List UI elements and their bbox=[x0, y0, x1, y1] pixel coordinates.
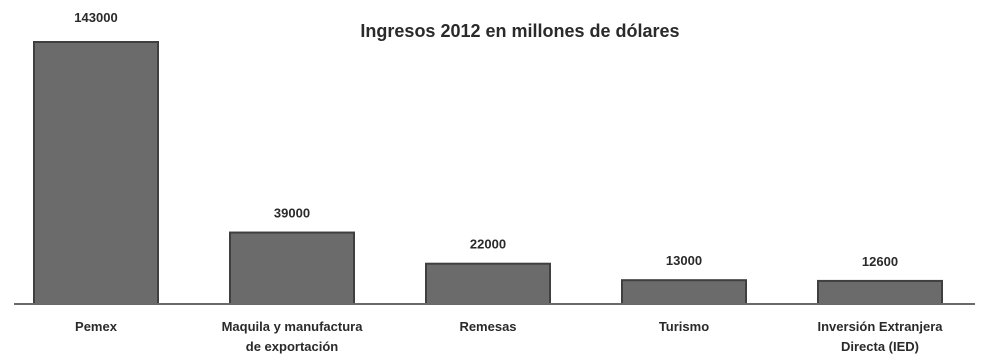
bar-1 bbox=[229, 231, 355, 305]
bar-4 bbox=[817, 279, 943, 305]
chart-title: Ingresos 2012 en millones de dólares bbox=[360, 21, 679, 41]
category-label-3: Turismo bbox=[659, 319, 709, 334]
category-label-2: Remesas bbox=[459, 319, 516, 334]
bar-2 bbox=[425, 262, 551, 306]
data-label-3: 13000 bbox=[666, 253, 702, 268]
category-label-1: Maquila y manufactura de exportación bbox=[222, 319, 364, 354]
category-label-0-line-0: Pemex bbox=[75, 319, 118, 334]
data-label-2: 22000 bbox=[470, 237, 506, 252]
category-label-1-line-1: de exportación bbox=[246, 339, 339, 354]
labels-layer: 143000 Pemex 39000 Maquila y manufactura de … bbox=[74, 10, 943, 354]
category-label-0: Pemex bbox=[75, 319, 118, 334]
bar-0 bbox=[33, 41, 159, 305]
category-label-4: Inversión Extranjera Directa (IED) bbox=[818, 319, 944, 354]
category-label-1-line-0: Maquila y manufactura bbox=[222, 319, 364, 334]
category-label-2-line-0: Remesas bbox=[459, 319, 516, 334]
category-label-4-line-1: Directa (IED) bbox=[841, 339, 919, 354]
category-label-3-line-0: Turismo bbox=[659, 319, 709, 334]
data-label-1: 39000 bbox=[274, 206, 310, 221]
bars-layer bbox=[33, 41, 943, 306]
bar-3 bbox=[621, 279, 747, 306]
data-label-4: 12600 bbox=[862, 254, 898, 269]
data-label-0: 143000 bbox=[74, 10, 117, 25]
category-label-4-line-0: Inversión Extranjera bbox=[818, 319, 944, 334]
